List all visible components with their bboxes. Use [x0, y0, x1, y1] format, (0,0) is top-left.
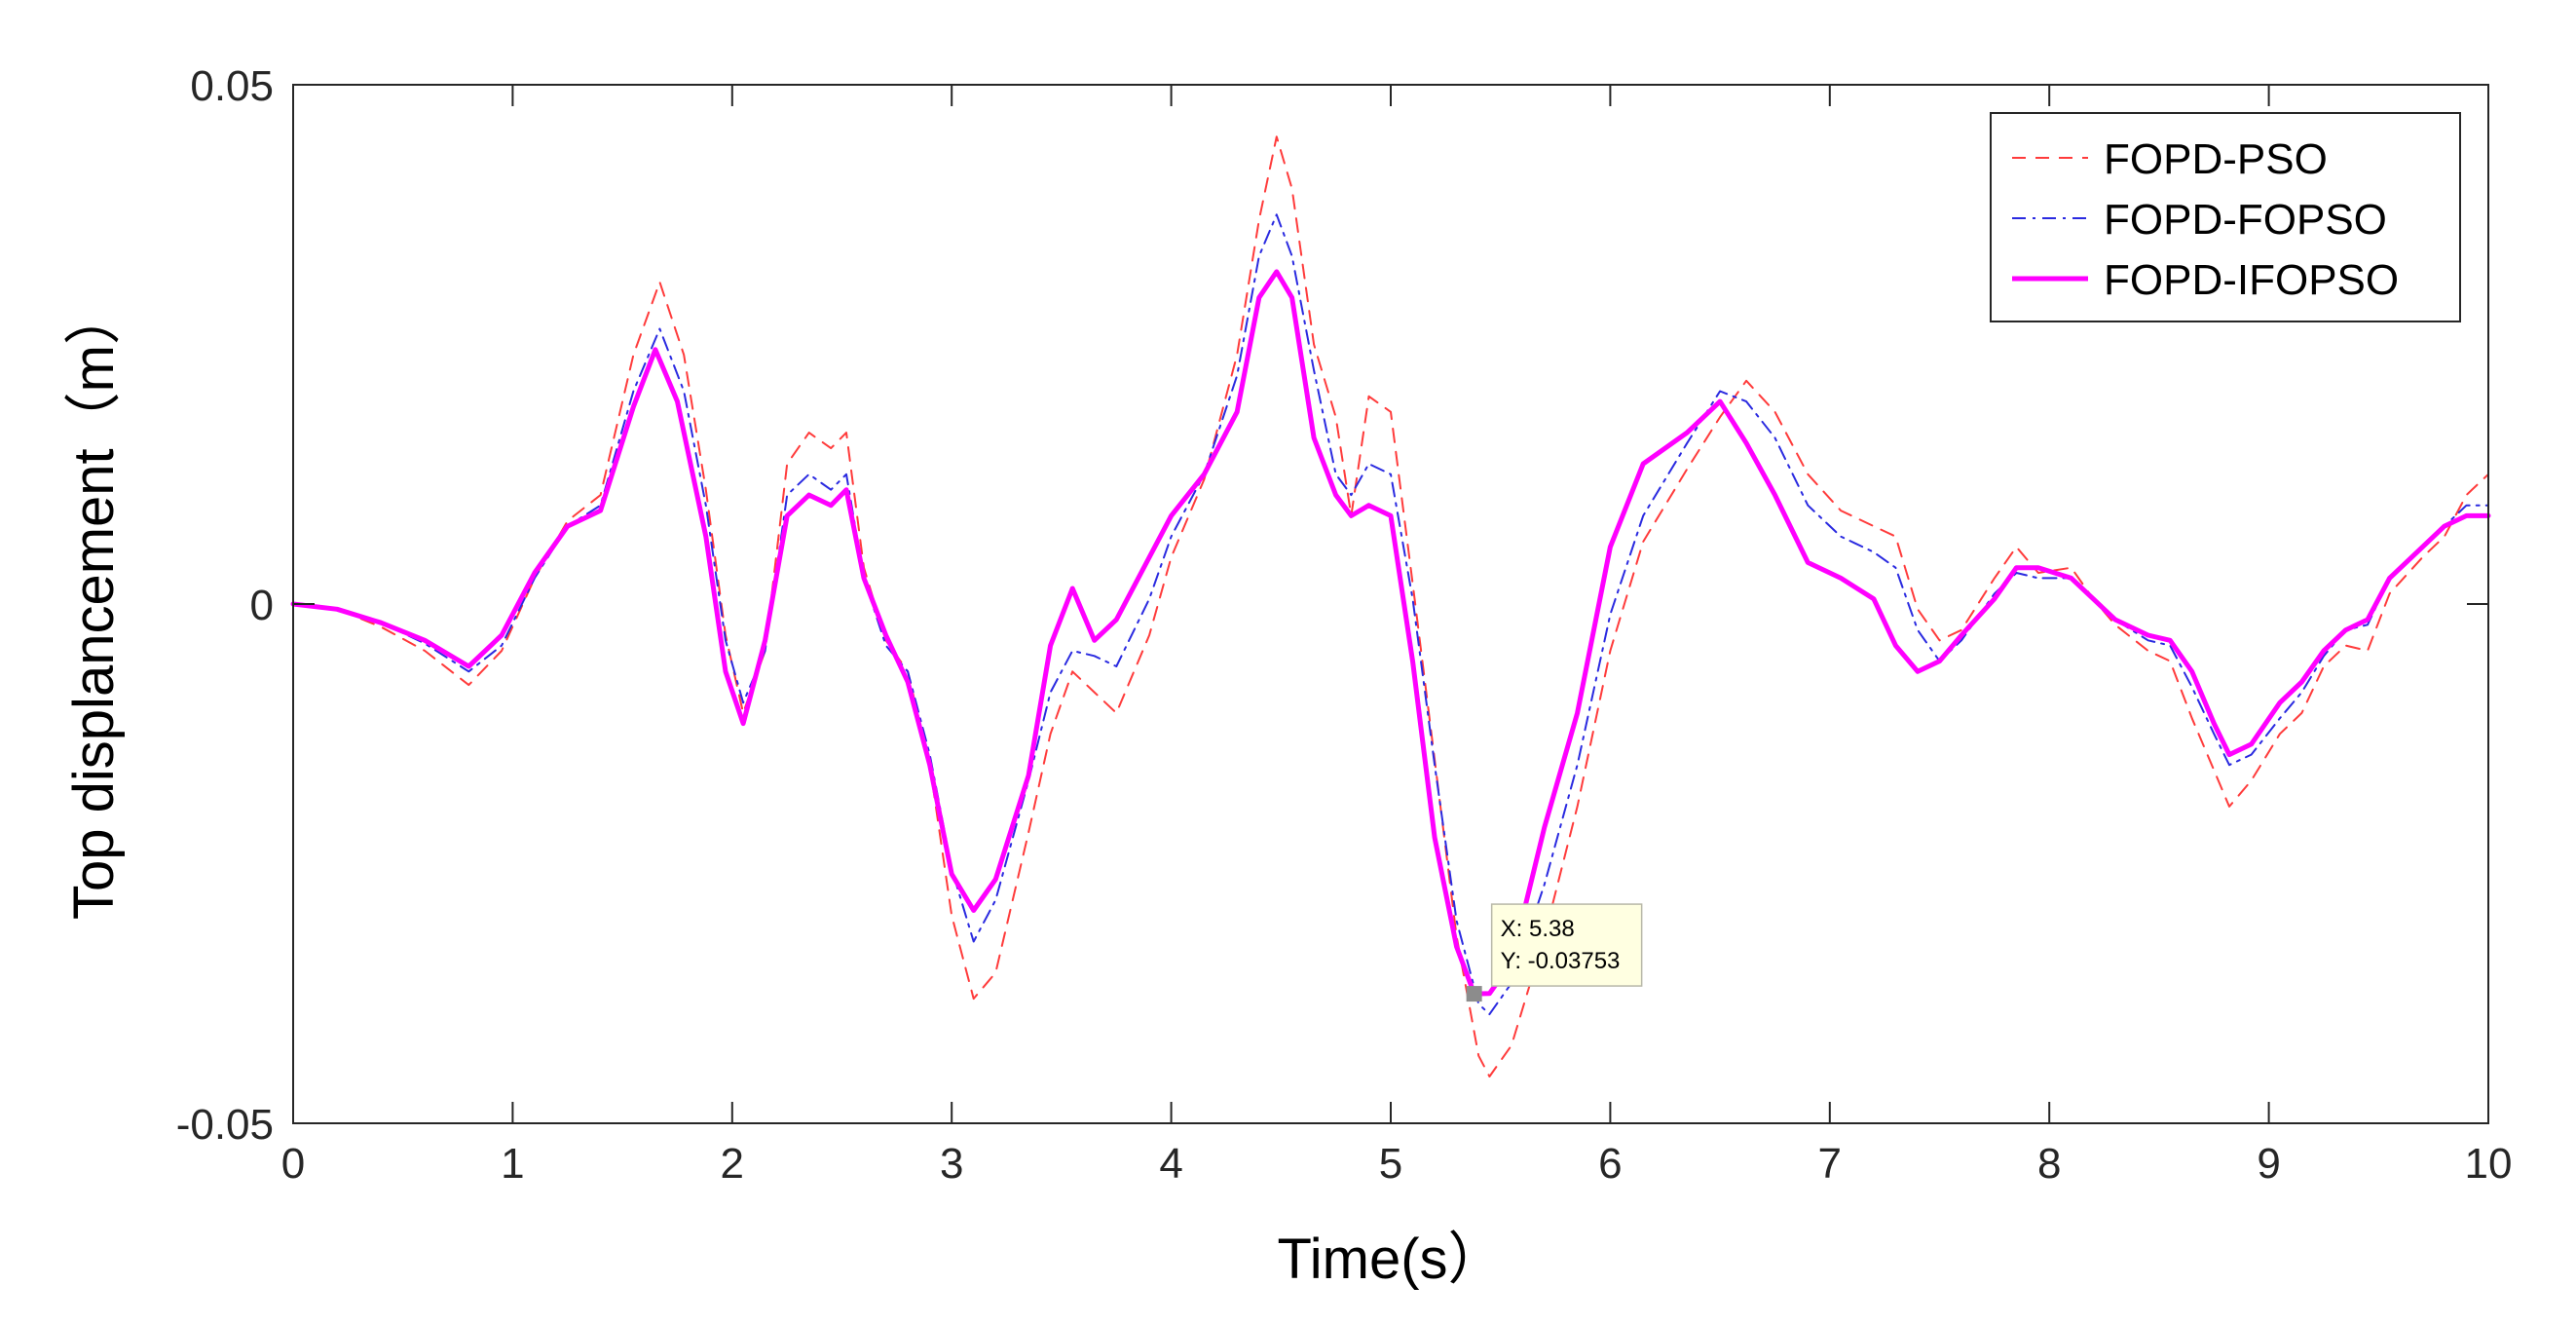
legend-label-1: FOPD-FOPSO — [2104, 196, 2387, 244]
x-tick-label: 0 — [281, 1140, 305, 1188]
x-tick-label: 3 — [940, 1140, 963, 1188]
legend[interactable]: FOPD-PSO FOPD-FOPSO FOPD-IFOPSO — [1990, 112, 2461, 322]
series-layer — [290, 135, 2491, 1077]
legend-label-2: FOPD-IFOPSO — [2104, 256, 2399, 304]
datatip-line: X: 5.38 — [1501, 916, 1575, 942]
x-tick-label: 10 — [2465, 1140, 2513, 1188]
x-tick-label: 6 — [1598, 1140, 1622, 1188]
x-tick-label: 1 — [501, 1140, 524, 1188]
datatip-box — [1490, 903, 1643, 987]
y-tick-label: 0.05 — [190, 62, 274, 110]
series-line-0 — [292, 135, 2489, 1077]
x-tick-label: 2 — [721, 1140, 744, 1188]
series-line-2 — [290, 269, 2491, 997]
x-tick-label: 5 — [1379, 1140, 1402, 1188]
y-tick-label: 0 — [250, 582, 274, 629]
legend-label-0: FOPD-PSO — [2104, 135, 2328, 183]
x-tick-label: 9 — [2257, 1140, 2280, 1188]
legend-box — [1990, 112, 2461, 322]
series-line-1 — [292, 213, 2489, 1016]
y-axis-label: Top displancement（m） — [62, 288, 126, 920]
x-tick-label: 4 — [1159, 1140, 1182, 1188]
x-tick-label: 7 — [1818, 1140, 1842, 1188]
datatip[interactable]: X: 5.38 Y: -0.03753 — [1466, 903, 1643, 1002]
datatip-line: Y: -0.03753 — [1501, 948, 1621, 974]
x-tick-label: 8 — [2037, 1140, 2061, 1188]
y-tick-label: -0.05 — [176, 1101, 274, 1149]
datatip-marker — [1466, 986, 1482, 1002]
x-axis-label: Time(s） — [1277, 1228, 1504, 1291]
